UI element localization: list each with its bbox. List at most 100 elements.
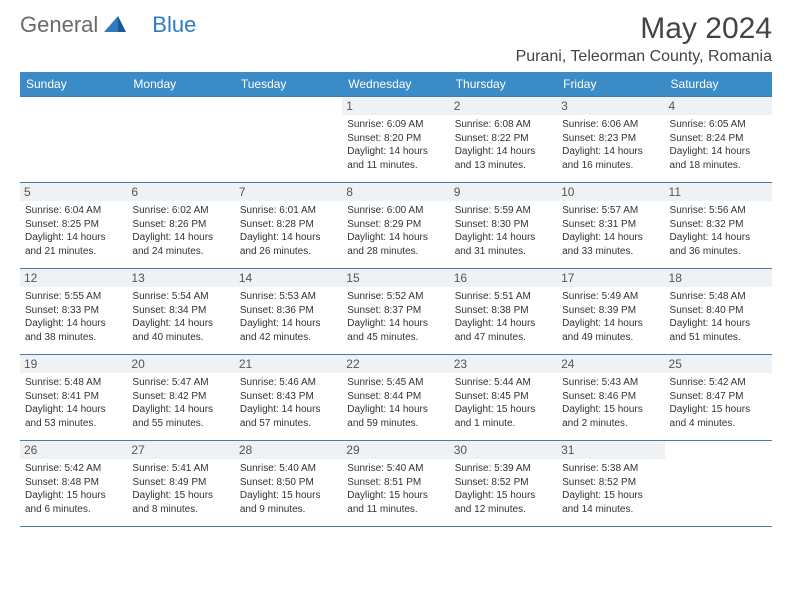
day-cell: 6Sunrise: 6:02 AMSunset: 8:26 PMDaylight… [127,183,234,269]
day-cell: 4 Sunrise: 6:05 AMSunset: 8:24 PMDaylight… [665,97,772,183]
day-number: 28 [235,441,342,459]
day-details: Sunrise: 5:56 AMSunset: 8:32 PMDaylight:… [670,204,767,258]
day-number: 6 [127,183,234,201]
logo-text-2: Blue [152,12,196,38]
day-number: 30 [450,441,557,459]
day-cell: 30 Sunrise: 5:39 AMSunset: 8:52 PMDayligh… [450,441,557,527]
day-details: Sunrise: 6:06 AMSunset: 8:23 PMDaylight:… [562,118,659,172]
logo-triangle-icon [104,12,126,38]
day-number: 21 [235,355,342,373]
day-cell: 31Sunrise: 5:38 AMSunset: 8:52 PMDayligh… [557,441,664,527]
day-number: 10 [557,183,664,201]
empty-cell [665,441,772,527]
day-number: 14 [235,269,342,287]
day-details: Sunrise: 6:08 AMSunset: 8:22 PMDaylight:… [455,118,552,172]
day-cell: 21Sunrise: 5:46 AMSunset: 8:43 PMDayligh… [235,355,342,441]
day-number: 2 [450,97,557,115]
day-details: Sunrise: 6:09 AMSunset: 8:20 PMDaylight:… [347,118,444,172]
day-number: 22 [342,355,449,373]
day-cell: 2 Sunrise: 6:08 AMSunset: 8:22 PMDaylight… [450,97,557,183]
day-cell: 28 Sunrise: 5:40 AMSunset: 8:50 PMDayligh… [235,441,342,527]
day-cell: 1 Sunrise: 6:09 AMSunset: 8:20 PMDaylight… [342,97,449,183]
day-number: 12 [20,269,127,287]
day-details: Sunrise: 5:40 AMSunset: 8:51 PMDaylight:… [347,462,444,516]
day-number: 29 [342,441,449,459]
day-details: Sunrise: 6:00 AMSunset: 8:29 PMDaylight:… [347,204,444,258]
day-cell: 9 Sunrise: 5:59 AMSunset: 8:30 PMDaylight… [450,183,557,269]
day-cell: 18 Sunrise: 5:48 AMSunset: 8:40 PMDayligh… [665,269,772,355]
day-details: Sunrise: 5:45 AMSunset: 8:44 PMDaylight:… [347,376,444,430]
day-number: 19 [20,355,127,373]
day-cell: 22 Sunrise: 5:45 AMSunset: 8:44 PMDayligh… [342,355,449,441]
day-number: 5 [20,183,127,201]
day-details: Sunrise: 5:48 AMSunset: 8:41 PMDaylight:… [25,376,122,430]
day-details: Sunrise: 5:48 AMSunset: 8:40 PMDaylight:… [670,290,767,344]
day-cell: 15 Sunrise: 5:52 AMSunset: 8:37 PMDayligh… [342,269,449,355]
day-details: Sunrise: 5:39 AMSunset: 8:52 PMDaylight:… [455,462,552,516]
calendar-row: 19 Sunrise: 5:48 AMSunset: 8:41 PMDayligh… [20,355,772,441]
day-details: Sunrise: 5:41 AMSunset: 8:49 PMDaylight:… [132,462,229,516]
weekday-header: Friday [557,72,664,97]
weekday-header: Saturday [665,72,772,97]
weekday-header: Wednesday [342,72,449,97]
day-details: Sunrise: 5:49 AMSunset: 8:39 PMDaylight:… [562,290,659,344]
day-details: Sunrise: 5:38 AMSunset: 8:52 PMDaylight:… [562,462,659,516]
day-number: 9 [450,183,557,201]
calendar-row: 5 Sunrise: 6:04 AMSunset: 8:25 PMDaylight… [20,183,772,269]
day-cell: 3Sunrise: 6:06 AMSunset: 8:23 PMDaylight… [557,97,664,183]
day-details: Sunrise: 5:51 AMSunset: 8:38 PMDaylight:… [455,290,552,344]
day-number: 16 [450,269,557,287]
day-details: Sunrise: 5:57 AMSunset: 8:31 PMDaylight:… [562,204,659,258]
empty-cell [127,97,234,183]
day-number: 26 [20,441,127,459]
day-number: 24 [557,355,664,373]
day-cell: 17 Sunrise: 5:49 AMSunset: 8:39 PMDayligh… [557,269,664,355]
title-block: May 2024 Purani, Teleorman County, Roman… [516,12,772,66]
day-details: Sunrise: 5:47 AMSunset: 8:42 PMDaylight:… [132,376,229,430]
day-number: 15 [342,269,449,287]
day-cell: 12Sunrise: 5:55 AMSunset: 8:33 PMDayligh… [20,269,127,355]
day-details: Sunrise: 5:52 AMSunset: 8:37 PMDaylight:… [347,290,444,344]
day-number: 27 [127,441,234,459]
day-number: 18 [665,269,772,287]
day-cell: 14 Sunrise: 5:53 AMSunset: 8:36 PMDayligh… [235,269,342,355]
day-cell: 29 Sunrise: 5:40 AMSunset: 8:51 PMDayligh… [342,441,449,527]
day-number: 1 [342,97,449,115]
empty-cell [20,97,127,183]
day-details: Sunrise: 6:04 AMSunset: 8:25 PMDaylight:… [25,204,122,258]
month-title: May 2024 [516,12,772,46]
day-cell: 25Sunrise: 5:42 AMSunset: 8:47 PMDayligh… [665,355,772,441]
day-number: 23 [450,355,557,373]
weekday-header-row: Sunday Monday Tuesday Wednesday Thursday… [20,72,772,97]
day-details: Sunrise: 6:01 AMSunset: 8:28 PMDaylight:… [240,204,337,258]
day-number: 20 [127,355,234,373]
day-cell: 20 Sunrise: 5:47 AMSunset: 8:42 PMDayligh… [127,355,234,441]
day-details: Sunrise: 5:59 AMSunset: 8:30 PMDaylight:… [455,204,552,258]
calendar-row: 12Sunrise: 5:55 AMSunset: 8:33 PMDayligh… [20,269,772,355]
day-details: Sunrise: 5:44 AMSunset: 8:45 PMDaylight:… [455,376,552,430]
location: Purani, Teleorman County, Romania [516,48,772,66]
day-details: Sunrise: 5:54 AMSunset: 8:34 PMDaylight:… [132,290,229,344]
day-details: Sunrise: 5:40 AMSunset: 8:50 PMDaylight:… [240,462,337,516]
day-number: 17 [557,269,664,287]
logo: General Blue [20,12,196,38]
day-details: Sunrise: 6:05 AMSunset: 8:24 PMDaylight:… [670,118,767,172]
day-cell: 24Sunrise: 5:43 AMSunset: 8:46 PMDayligh… [557,355,664,441]
day-cell: 7Sunrise: 6:01 AMSunset: 8:28 PMDaylight… [235,183,342,269]
day-details: Sunrise: 5:42 AMSunset: 8:47 PMDaylight:… [670,376,767,430]
day-cell: 16 Sunrise: 5:51 AMSunset: 8:38 PMDayligh… [450,269,557,355]
weekday-header: Sunday [20,72,127,97]
day-details: Sunrise: 5:42 AMSunset: 8:48 PMDaylight:… [25,462,122,516]
empty-cell [235,97,342,183]
calendar-row: 26 Sunrise: 5:42 AMSunset: 8:48 PMDayligh… [20,441,772,527]
calendar-body: 1 Sunrise: 6:09 AMSunset: 8:20 PMDaylight… [20,97,772,527]
day-details: Sunrise: 5:53 AMSunset: 8:36 PMDaylight:… [240,290,337,344]
calendar-table: Sunday Monday Tuesday Wednesday Thursday… [20,72,772,527]
header: General Blue May 2024 Purani, Teleorman … [20,12,772,66]
day-number: 4 [665,97,772,115]
day-number: 13 [127,269,234,287]
day-cell: 11Sunrise: 5:56 AMSunset: 8:32 PMDayligh… [665,183,772,269]
weekday-header: Thursday [450,72,557,97]
day-cell: 5 Sunrise: 6:04 AMSunset: 8:25 PMDaylight… [20,183,127,269]
calendar-row: 1 Sunrise: 6:09 AMSunset: 8:20 PMDaylight… [20,97,772,183]
